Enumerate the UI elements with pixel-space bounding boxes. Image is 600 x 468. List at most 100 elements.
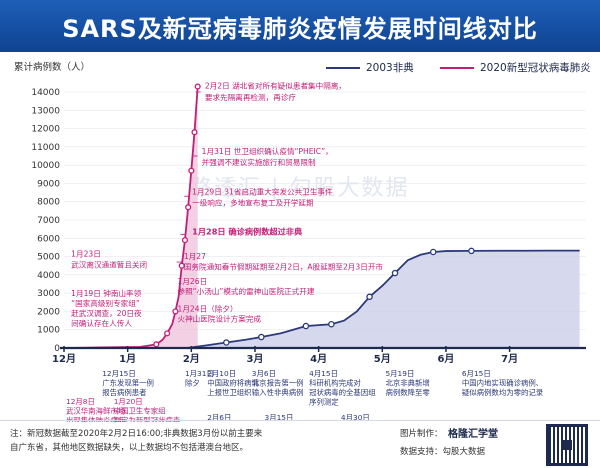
y-tick-label: 2000: [37, 307, 60, 317]
sars-annotation: 病例数降至零: [385, 388, 430, 397]
brand-name: 格隆汇学堂: [448, 429, 498, 440]
y-tick-label: 12000: [31, 125, 60, 135]
sars-point: [429, 248, 437, 256]
sars-point: [328, 320, 335, 328]
covid-annotation: 一级响应，多地宣布复工及开学延期: [192, 197, 314, 207]
credit-data-support: 数据支持：勾股大数据: [400, 447, 486, 457]
footer: 注：新冠数据截至2020年2月2日16:00;非典数据3月份以前主要来 自广东省…: [0, 420, 600, 468]
y-tick-label: 8000: [37, 198, 60, 208]
covid-point: [153, 341, 160, 348]
covid-annotation: 国务院通知春节假期延期至2月2日，A股延期至2月3日开市: [184, 261, 384, 271]
covid-lower-annotation: 1月20日: [114, 397, 143, 406]
legend-sars-label: 2003非典: [366, 62, 414, 74]
y-tick-label: 1000: [37, 326, 60, 336]
sars-annotation: 北京报告第一例: [252, 379, 304, 388]
sars-lower-annotation: 2月6日: [207, 413, 231, 422]
sars-annotation: 12月15日: [102, 369, 136, 378]
sars-annotation: 报告病例患者: [102, 388, 146, 397]
covid-point: [194, 83, 201, 90]
sars-annotation: 冠状病毒的全基因组: [309, 388, 376, 397]
page-title: SARS及新冠病毒肺炎疫情发展时间线对比: [62, 15, 538, 43]
covid-point: [191, 129, 198, 136]
covid-annotation: “国家高级别专家组”: [71, 298, 140, 308]
covid-point: [181, 237, 189, 244]
y-axis-title: 累计病例数（人）: [14, 61, 90, 73]
y-tick-label: 3000: [37, 289, 60, 299]
covid-annotation: 1月24日（除夕）: [177, 303, 237, 313]
covid-point: [185, 204, 192, 211]
header-bar: SARS及新冠病毒肺炎疫情发展时间线对比: [0, 0, 600, 52]
covid-lower-annotation: 判定为新型冠状病毒: [114, 416, 181, 422]
covid-point: [164, 330, 171, 337]
x-tick-label: 4月: [310, 353, 327, 365]
covid-annotation: 1月26日: [177, 277, 207, 286]
footnote-line-2: 自广东省，其他地区数据缺失，以上数据均不包括港澳台地区。: [10, 443, 249, 453]
covid-annotation: 1月28日 确诊病例数超过非典: [192, 227, 303, 237]
y-tick-label: 0: [54, 344, 60, 354]
sars-point: [258, 333, 265, 341]
covid-point: [188, 167, 195, 174]
sars-lower-annotation: 4月30日: [341, 413, 370, 422]
covid-annotation: 赶武汉调查，20日夜: [71, 308, 142, 318]
legend-covid-label: 2020新型冠状病毒肺炎: [480, 62, 591, 74]
footnote-line-1: 注：新冠数据截至2020年2月2日16:00;非典数据3月份以前主要来: [10, 429, 263, 439]
sars-annotation: 北京非典新增: [385, 379, 429, 388]
sars-annotation: 上报世卫组织: [207, 388, 251, 397]
covid-lower-annotation: 武汉华南海鲜市场: [66, 407, 125, 416]
covid-annotation: 火神山医院设计方案完成: [177, 313, 261, 323]
sars-point: [366, 293, 373, 301]
y-tick-label: 6000: [37, 234, 60, 244]
y-tick-label: 10000: [31, 161, 60, 171]
sars-point: [391, 269, 399, 277]
covid-annotation: 参照“小汤山”模式的雷神山医院正式开建: [177, 286, 314, 296]
x-tick-label: 12月: [52, 353, 76, 365]
sars-point: [223, 339, 230, 346]
covid-annotation: 1月23日: [71, 250, 101, 259]
sars-annotation: 中国内地实现确诊病例、: [462, 379, 543, 388]
sars-annotation: 5月19日: [385, 369, 414, 378]
legend-covid-swatch: [440, 67, 474, 69]
x-tick-label: 1月: [119, 353, 136, 365]
covid-annotation: 1月29日 31省启动重大突发公共卫生事件: [192, 186, 333, 196]
y-tick-label: 5000: [37, 253, 60, 263]
x-tick-label: 7月: [501, 353, 518, 365]
sars-annotation: 中国政府将病情: [207, 379, 259, 388]
y-tick-label: 9000: [37, 179, 60, 189]
sars-annotation: 6月15日: [462, 369, 491, 378]
covid-area: [64, 86, 198, 348]
y-tick-label: 7000: [37, 216, 60, 226]
y-tick-label: 13000: [31, 106, 60, 116]
covid-annotation: 要求先隔离再检测，再诊疗: [205, 92, 297, 102]
timeline-chart: 累计病例数（人） 0 1000 2000 3000 4000 5000 6000 7000 800…: [14, 61, 586, 422]
sars-annotation: 3月6日: [252, 369, 276, 378]
covid-lower-annotation: 中国卫生专家组: [114, 407, 166, 416]
watermark: 路透汇 | 勾股大数据: [190, 176, 410, 201]
x-tick-label: 5月: [374, 353, 391, 365]
credit-made-by: 图片制作：: [400, 429, 443, 439]
y-tick-label: 11000: [31, 143, 60, 153]
covid-annotation: 1月31日 世卫组织确认疫情“PHEIC”，: [202, 146, 333, 156]
covid-annotation: 2月2日 湖北省对所有疑似患者集中隔离，: [205, 80, 346, 90]
covid-lower-annotation: 出现集体肺炎病症: [66, 416, 126, 422]
sars-area: [186, 250, 580, 348]
legend: 2003非典 2020新型冠状病毒肺炎: [286, 60, 591, 76]
sars-annotation: 除夕: [185, 379, 200, 388]
y-tick-label: 4000: [37, 271, 60, 281]
sars-annotation: 疑似病例数均为零的记录: [462, 388, 544, 397]
covid-annotation: 1月27: [184, 252, 206, 261]
sars-annotation: 广东发现第一例: [102, 379, 154, 388]
legend-sars-swatch: [326, 67, 360, 69]
covid-annotation: 武汉离汉通道暂且关闭: [71, 260, 147, 270]
x-tick-label: 2月: [183, 353, 200, 365]
sars-point: [302, 322, 310, 330]
sars-annotation: 输入性非典病例: [252, 388, 304, 397]
covid-lower-annotation: 12月8日: [66, 397, 95, 406]
covid-point: [172, 308, 179, 315]
qr-code-icon: [546, 424, 588, 466]
covid-annotation: 间确认存在人传人: [71, 318, 132, 328]
sars-annotation: 1月31日: [185, 369, 214, 378]
covid-annotation: 并强调不建议实施旅行和贸易限制: [202, 157, 316, 167]
covid-point: [178, 262, 185, 269]
sars-annotation: 2月10日: [207, 369, 236, 378]
sars-annotation: 序列测定: [309, 398, 339, 407]
